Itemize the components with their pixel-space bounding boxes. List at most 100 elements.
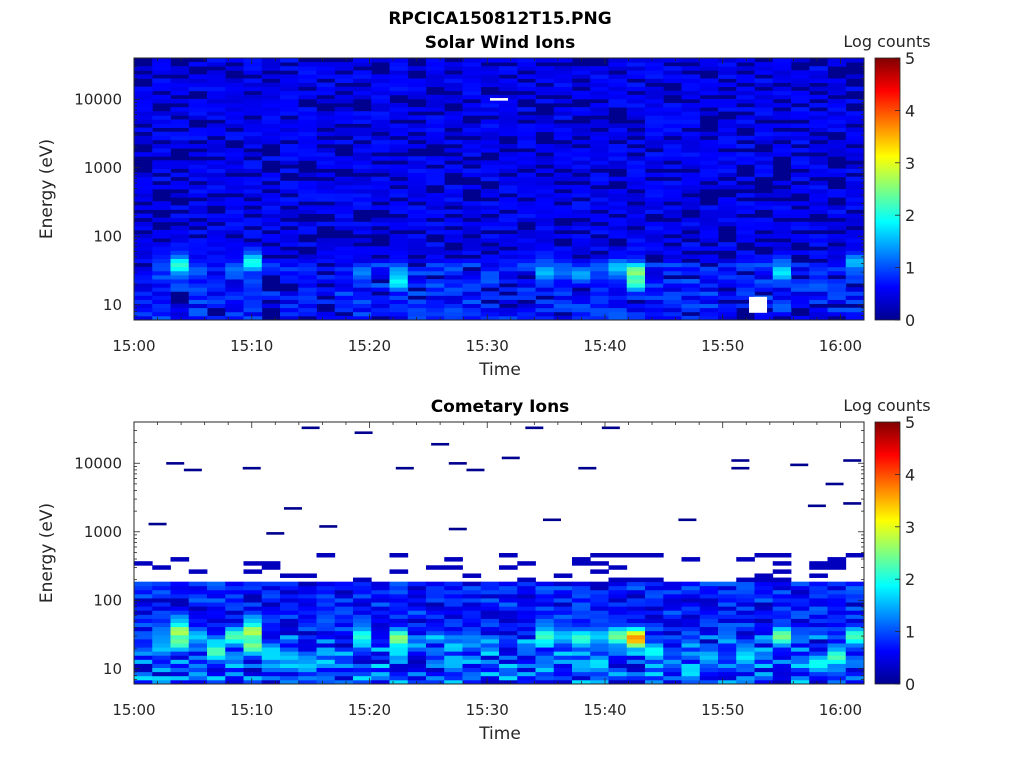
- heatmap-cell: [827, 123, 847, 128]
- heatmap-cell: [243, 164, 263, 169]
- heatmap-cell: [316, 679, 336, 685]
- heatmap-cell: [681, 291, 701, 296]
- heatmap-cell: [407, 655, 427, 660]
- heatmap-cell: [772, 283, 792, 288]
- heatmap-cell: [389, 638, 409, 644]
- heatmap-cell: [480, 634, 500, 640]
- heatmap-cell: [243, 561, 263, 566]
- heatmap-cell: [718, 593, 737, 599]
- heatmap-cell: [444, 209, 463, 214]
- heatmap-cell: [517, 634, 536, 640]
- heatmap-cell: [827, 602, 847, 607]
- heatmap-cell: [718, 103, 737, 108]
- heatmap-cell: [626, 618, 646, 623]
- heatmap-cell: [261, 209, 281, 214]
- heatmap-cell: [663, 266, 682, 272]
- heatmap-cell: [663, 225, 682, 231]
- heatmap-cell: [152, 217, 171, 223]
- heatmap-cell: [608, 229, 628, 235]
- heatmap-cell: [845, 593, 865, 599]
- heatmap-cell: [426, 270, 445, 276]
- heatmap-cell: [572, 213, 591, 219]
- heatmap-cell: [188, 279, 208, 284]
- heatmap-cell: [572, 123, 591, 128]
- heatmap-cell: [261, 634, 281, 640]
- heatmap-cell: [353, 250, 372, 255]
- heatmap-cell: [152, 62, 171, 67]
- heatmap-cell: [334, 279, 354, 284]
- heatmap-cell: [699, 311, 719, 317]
- heatmap-cell: [681, 78, 701, 83]
- heatmap-cell: [298, 258, 317, 264]
- heatmap-cell: [590, 311, 609, 317]
- heatmap-cell: [736, 602, 755, 607]
- heatmap-cell: [553, 254, 573, 259]
- heatmap-cell: [280, 90, 299, 96]
- count-dash: [148, 522, 167, 526]
- heatmap-cell: [535, 610, 555, 615]
- heatmap-cell: [681, 246, 701, 251]
- heatmap-cell: [134, 258, 153, 264]
- heatmap-cell: [426, 659, 445, 664]
- heatmap-cell: [389, 610, 409, 615]
- heatmap-cell: [225, 287, 244, 292]
- heatmap-cell: [754, 675, 774, 681]
- heatmap-cell: [407, 618, 427, 623]
- heatmap-cell: [791, 58, 810, 63]
- heatmap-cell: [134, 221, 153, 227]
- heatmap-cell: [572, 675, 591, 681]
- heatmap-cell: [371, 589, 390, 595]
- heatmap-cell: [608, 225, 628, 231]
- heatmap-cell: [389, 606, 409, 611]
- heatmap-cell: [152, 250, 171, 255]
- heatmap-cell: [152, 679, 171, 685]
- heatmap-cell: [827, 246, 847, 251]
- heatmap-cell: [718, 634, 737, 640]
- heatmap-cell: [207, 197, 226, 202]
- heatmap-cell: [608, 94, 628, 100]
- heatmap-cell: [718, 152, 737, 157]
- heatmap-cell: [572, 70, 591, 75]
- heatmap-cell: [645, 279, 664, 284]
- heatmap-cell: [261, 94, 281, 100]
- heatmap-cell: [645, 156, 664, 161]
- heatmap-cell: [517, 589, 536, 595]
- heatmap-cell: [663, 287, 682, 292]
- heatmap-cell: [462, 131, 482, 137]
- heatmap-cell: [791, 270, 810, 276]
- heatmap-cell: [225, 299, 244, 305]
- heatmap-cell: [809, 270, 828, 276]
- heatmap-cell: [681, 225, 701, 231]
- heatmap-cell: [170, 238, 190, 243]
- heatmap-cell: [699, 303, 719, 309]
- colorbar-tick-label: 4: [905, 101, 915, 120]
- heatmap-cell: [426, 78, 445, 83]
- heatmap-cell: [134, 279, 153, 284]
- heatmap-cell: [590, 242, 609, 247]
- heatmap-cell: [280, 671, 299, 677]
- heatmap-cell: [845, 258, 865, 264]
- heatmap-cell: [188, 160, 208, 165]
- heatmap-cell: [645, 131, 664, 137]
- heatmap-cell: [772, 229, 792, 235]
- heatmap-cell: [499, 213, 518, 219]
- heatmap-cell: [809, 148, 828, 153]
- heatmap-cell: [626, 246, 646, 251]
- heatmap-cell: [334, 221, 354, 227]
- heatmap-cell: [152, 651, 171, 656]
- heatmap-cell: [207, 123, 226, 128]
- heatmap-cell: [626, 172, 646, 178]
- heatmap-cell: [407, 250, 427, 255]
- heatmap-cell: [134, 626, 153, 632]
- heatmap-cell: [645, 553, 664, 558]
- heatmap-cell: [772, 148, 792, 153]
- heatmap-cell: [645, 303, 664, 309]
- colorbar-tick-label: 5: [905, 413, 915, 432]
- heatmap-cell: [718, 610, 737, 615]
- heatmap-cell: [280, 242, 299, 247]
- heatmap-cell: [261, 622, 281, 628]
- heatmap-cell: [334, 679, 354, 685]
- heatmap-cell: [480, 135, 500, 141]
- heatmap-cell: [170, 193, 190, 198]
